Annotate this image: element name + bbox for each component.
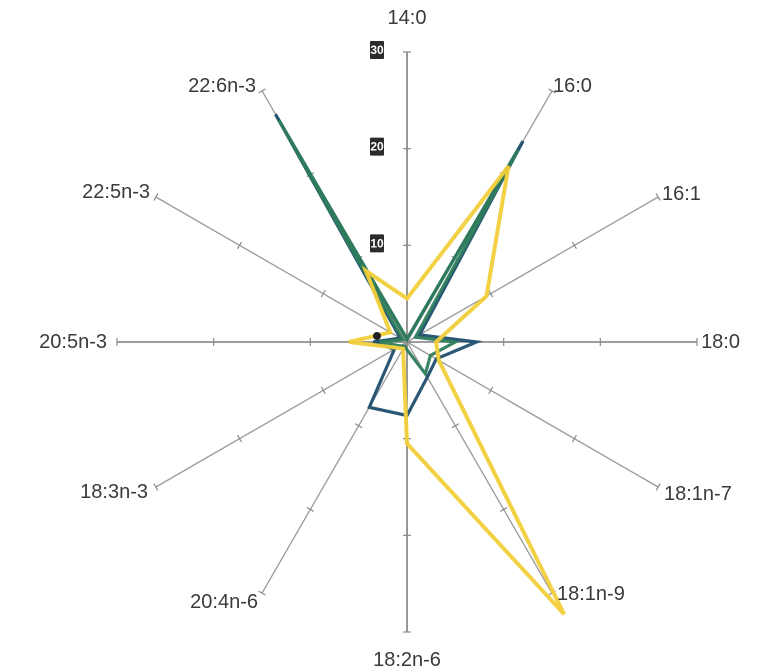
axis-label-1: 16:0 bbox=[553, 75, 592, 97]
axis-label-10: 22:5n-3 bbox=[82, 181, 150, 203]
axis-label-11: 22:6n-3 bbox=[188, 75, 256, 97]
axis-tick-7-0 bbox=[354, 423, 363, 429]
radial-tick-box-1 bbox=[370, 137, 384, 156]
axis-label-0: 14:0 bbox=[388, 7, 427, 29]
axis-label-7: 20:4n-6 bbox=[190, 591, 258, 613]
axis-line-8 bbox=[155, 341, 408, 488]
axis-line-10 bbox=[155, 196, 408, 343]
axis-tick-5-0 bbox=[451, 423, 460, 429]
center-marker bbox=[373, 332, 381, 340]
axis-label-5: 18:1n-9 bbox=[557, 583, 625, 605]
axis-line-5 bbox=[406, 341, 553, 594]
axis-tick-7-1 bbox=[306, 506, 315, 512]
axis-label-4: 18:1n-7 bbox=[664, 483, 732, 505]
radial-tick-label-1: 20 bbox=[370, 140, 384, 154]
axis-tick-2-0 bbox=[488, 289, 494, 298]
axis-tick-10-2 bbox=[153, 193, 159, 201]
axis-label-9: 20:5n-3 bbox=[39, 331, 107, 353]
radial-tick-label-0: 10 bbox=[370, 236, 384, 250]
axis-tick-8-2 bbox=[153, 483, 159, 491]
axis-tick-1-2 bbox=[548, 88, 556, 94]
axis-line-4 bbox=[406, 341, 659, 488]
axis-tick-4-2 bbox=[655, 483, 661, 491]
radial-ticks: 10 20 30 bbox=[370, 41, 384, 340]
axis-tick-4-1 bbox=[571, 434, 577, 443]
axis-label-2: 16:1 bbox=[662, 183, 701, 205]
axis-line-2 bbox=[406, 196, 659, 343]
axis-tick-2-2 bbox=[655, 193, 661, 201]
axis-label-3: 18:0 bbox=[701, 331, 740, 353]
axis-line-7 bbox=[261, 341, 408, 594]
axis-tick-7-2 bbox=[258, 590, 266, 596]
radar-series bbox=[274, 113, 566, 616]
axis-tick-4-0 bbox=[488, 386, 494, 395]
series-1-polygon bbox=[277, 119, 520, 378]
axis-tick-11-2 bbox=[258, 88, 266, 94]
axis-tick-10-1 bbox=[237, 241, 243, 250]
radial-tick-label-2: 30 bbox=[370, 43, 384, 57]
radial-tick-box-2 bbox=[370, 41, 384, 59]
axis-tick-5-1 bbox=[499, 506, 508, 512]
radial-tick-box-0 bbox=[370, 234, 384, 253]
series-2-polygon bbox=[348, 164, 566, 616]
axis-tick-2-1 bbox=[571, 241, 577, 250]
axis-tick-10-0 bbox=[320, 289, 326, 298]
axis-tick-8-0 bbox=[320, 386, 326, 395]
axis-tick-8-1 bbox=[237, 434, 243, 443]
axis-labels: 14:0 16:0 16:1 18:0 18:1n-7 18:1n-9 18:2n-6 20:… bbox=[39, 7, 740, 670]
series-0-polygon bbox=[274, 113, 525, 418]
axis-label-6: 18:2n-6 bbox=[373, 649, 441, 670]
axis-label-8: 18:3n-3 bbox=[80, 481, 148, 503]
